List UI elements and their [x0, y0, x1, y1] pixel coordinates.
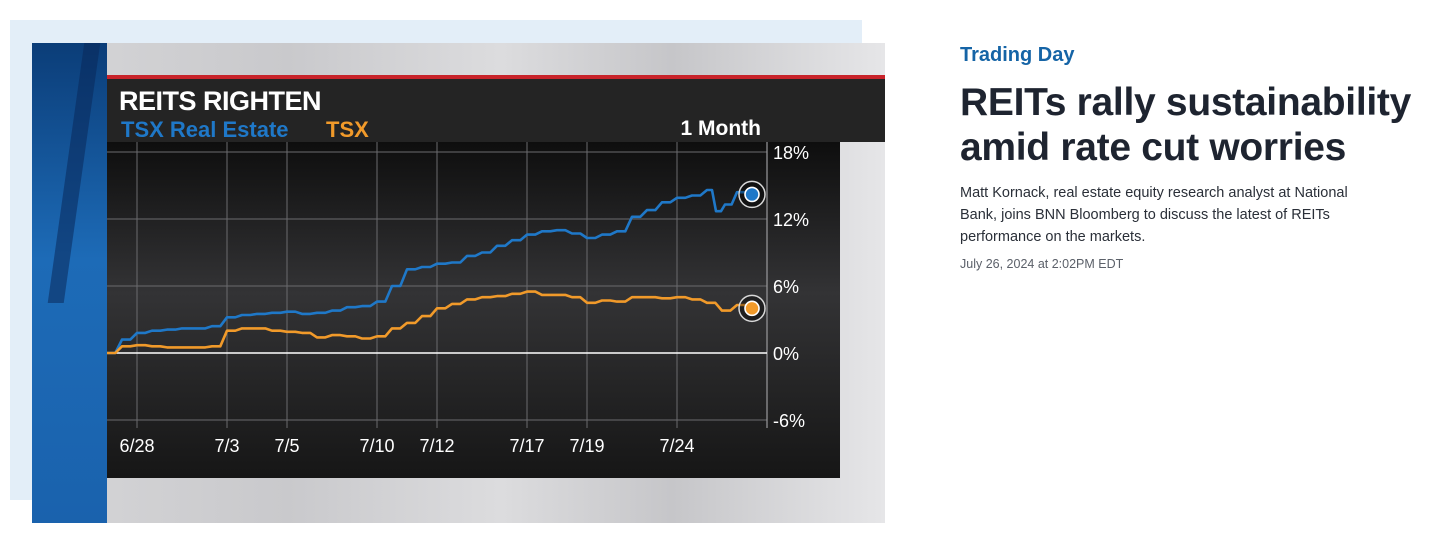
legend-tsx: TSX: [326, 117, 369, 142]
series-line-tsx: [107, 290, 753, 355]
header-accent-line: [107, 75, 885, 79]
x-tick-label: 6/28: [119, 436, 154, 456]
article-date: July 26, 2024 at 2:02PM EDT: [960, 257, 1124, 271]
y-tick-label: 12%: [773, 210, 809, 230]
article-panel: Trading Day REITs rally sustainability a…: [960, 44, 1430, 271]
y-tick-label: -6%: [773, 411, 805, 431]
period-label: 1 Month: [680, 117, 761, 140]
x-tick-label: 7/5: [274, 436, 299, 456]
article-description: Matt Kornack, real estate equity researc…: [960, 185, 1348, 245]
video-thumbnail[interactable]: REITS RIGHTEN TSX Real Estate TSX 1 Mont…: [32, 43, 885, 523]
section-kicker[interactable]: Trading Day: [960, 44, 1075, 66]
series-line-real-estate: [107, 188, 753, 355]
x-tick-label: 7/12: [419, 436, 454, 456]
y-tick-label: 0%: [773, 344, 799, 364]
chart-plot-area: 18% 12% 6% 0% -6% 6/28 7/3 7/5 7/10 7/12 7/17 7/19 7…: [107, 142, 840, 478]
series-end-dot-real-estate: [744, 186, 760, 203]
blue-side-stripe: [32, 43, 107, 523]
legend-real-estate: TSX Real Estate: [121, 117, 289, 142]
x-tick-label: 7/3: [214, 436, 239, 456]
chart-graphic: REITS RIGHTEN TSX Real Estate TSX 1 Mont…: [107, 75, 885, 507]
chart-header: REITS RIGHTEN TSX Real Estate TSX 1 Mont…: [107, 79, 885, 142]
x-tick-label: 7/19: [569, 436, 604, 456]
x-tick-label: 7/10: [359, 436, 394, 456]
y-tick-label: 18%: [773, 143, 809, 163]
x-tick-label: 7/17: [509, 436, 544, 456]
article-headline[interactable]: REITs rally sustainability amid rate cut…: [960, 81, 1411, 169]
x-tick-label: 7/24: [659, 436, 694, 456]
series-end-dot-tsx: [744, 300, 760, 317]
chart-title: REITS RIGHTEN: [119, 86, 322, 116]
line-chart: 18% 12% 6% 0% -6% 6/28 7/3 7/5 7/10 7/12 7/17 7/19 7…: [107, 142, 809, 456]
y-tick-label: 6%: [773, 277, 799, 297]
